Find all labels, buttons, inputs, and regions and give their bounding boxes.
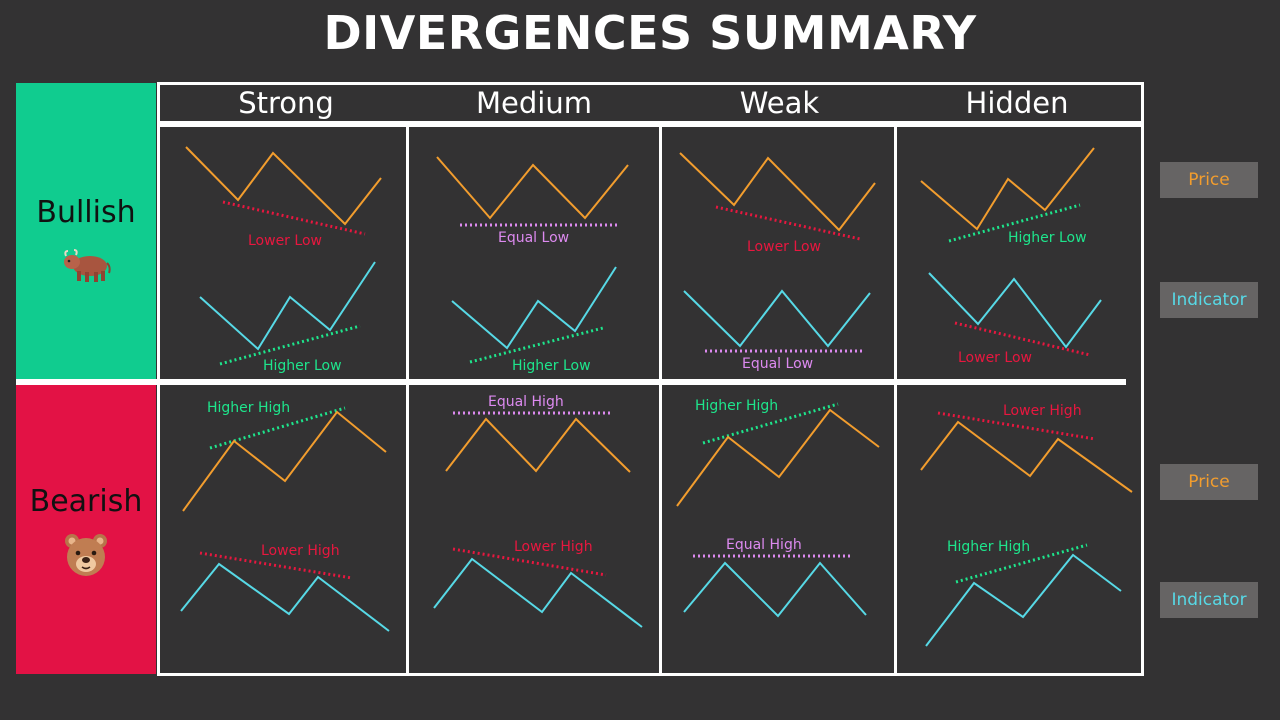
- price-note: Lower High: [1003, 403, 1082, 419]
- indicator-note: Higher Low: [512, 358, 591, 374]
- indicator-line: [433, 557, 643, 628]
- indicator-line: [683, 561, 867, 618]
- price-note: Higher High: [207, 400, 290, 416]
- cell-bullish-weak: Lower Low Equal Low: [679, 152, 876, 372]
- cell-bullish-medium: Equal Low Higher Low: [436, 156, 629, 374]
- cell-bearish-strong: Higher High Lower High: [180, 400, 390, 632]
- cell-bullish-strong: Lower Low Higher Low: [185, 146, 382, 374]
- price-note: Higher Low: [1008, 230, 1087, 246]
- header-divider: [157, 121, 1144, 127]
- row-divider: [16, 379, 1126, 385]
- indicator-note: Equal Low: [742, 356, 813, 372]
- lower-low-trendline: [222, 200, 366, 236]
- indicator-line: [199, 261, 376, 351]
- price-note: Lower Low: [248, 233, 322, 249]
- column-divider: [659, 124, 662, 674]
- bullish-label: Bullish: [36, 195, 136, 230]
- higher-low-trendline: [219, 324, 361, 366]
- price-line: [920, 147, 1095, 231]
- indicator-line: [683, 289, 871, 348]
- price-note: Lower Low: [747, 239, 821, 255]
- price-line: [182, 410, 387, 512]
- price-tag: Price: [1160, 162, 1258, 198]
- indicator-line: [928, 272, 1102, 349]
- indicator-note: Equal High: [726, 537, 802, 553]
- cell-bearish-weak: Higher High Equal High: [676, 398, 880, 618]
- indicator-line: [925, 553, 1122, 647]
- lower-high-trendline: [452, 547, 607, 577]
- price-line: [445, 417, 631, 473]
- indicator-note: Higher Low: [263, 358, 342, 374]
- price-note: Equal High: [488, 394, 564, 410]
- price-line: [185, 146, 382, 226]
- price-note: Higher High: [695, 398, 778, 414]
- price-line: [436, 156, 629, 220]
- indicator-line: [180, 562, 390, 632]
- cell-bearish-medium: Equal High Lower High: [433, 394, 643, 628]
- price-line: [920, 420, 1133, 493]
- bull-icon: [64, 249, 111, 282]
- row-label-bearish: Bearish: [16, 384, 156, 674]
- bear-icon: [65, 534, 107, 576]
- price-line: [679, 152, 876, 232]
- column-header-medium: Medium: [476, 86, 592, 120]
- indicator-note: Lower Low: [958, 350, 1032, 366]
- indicator-note: Lower High: [261, 543, 340, 559]
- lower-low-trendline: [715, 205, 861, 241]
- lower-high-trendline: [937, 411, 1096, 441]
- lower-high-trendline: [199, 551, 353, 580]
- column-divider: [894, 124, 897, 674]
- lower-low-trendline: [954, 321, 1091, 357]
- price-line: [676, 408, 880, 507]
- row-label-bullish: Bullish: [16, 83, 156, 380]
- higher-high-trendline: [702, 402, 839, 445]
- higher-high-trendline: [209, 406, 346, 450]
- column-header-strong: Strong: [238, 86, 334, 120]
- cell-bullish-hidden: Higher Low Lower Low: [920, 147, 1102, 366]
- price-tag: Price: [1160, 464, 1258, 500]
- indicator-line: [451, 266, 617, 350]
- column-header-weak: Weak: [739, 86, 820, 120]
- page-title: DIVERGENCES SUMMARY: [323, 6, 977, 60]
- bearish-label: Bearish: [29, 484, 143, 519]
- indicator-note: Lower High: [514, 539, 593, 555]
- column-divider: [406, 124, 409, 674]
- column-header-hidden: Hidden: [965, 86, 1069, 120]
- indicator-tag: Indicator: [1160, 282, 1258, 318]
- indicator-note: Higher High: [947, 539, 1030, 555]
- price-note: Equal Low: [498, 230, 569, 246]
- indicator-tag: Indicator: [1160, 582, 1258, 618]
- cell-bearish-hidden: Lower High Higher High: [920, 403, 1133, 647]
